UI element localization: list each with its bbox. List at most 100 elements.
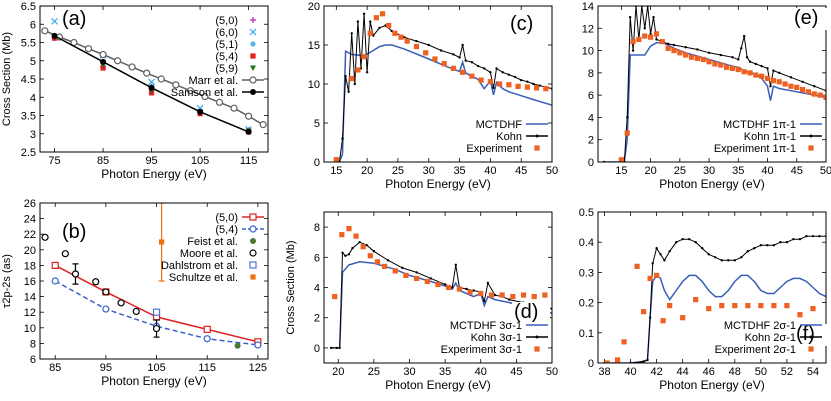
x-tick-label: 48: [729, 366, 741, 378]
data-point: [392, 268, 398, 274]
data-point: [778, 71, 781, 75]
data-point: [365, 244, 368, 247]
data-point: [655, 247, 658, 250]
legend-marker: [809, 134, 813, 138]
data-point: [476, 64, 480, 68]
data-point: [143, 69, 151, 77]
data-point: [51, 261, 59, 269]
data-point: [745, 56, 749, 59]
data-point: [435, 281, 441, 288]
series-e-2: [618, 31, 826, 162]
series-c-2: [333, 11, 549, 162]
data-point: [346, 226, 352, 232]
y-tick-label: 5: [30, 56, 36, 68]
data-point: [667, 303, 673, 309]
x-axis-label: Photon Energy (eV): [385, 177, 490, 191]
data-point: [51, 277, 59, 285]
data-point: [737, 58, 740, 61]
data-point: [152, 308, 161, 316]
data-point: [507, 73, 511, 76]
legend-marker: [250, 89, 256, 95]
data-point: [653, 31, 660, 37]
data-point: [460, 69, 466, 75]
x-tick-label: 40: [475, 366, 487, 378]
data-point: [634, 263, 640, 269]
data-point: [489, 71, 492, 74]
y-tick-label: 14: [24, 292, 36, 304]
x-tick-label: 15: [615, 165, 627, 177]
x-tick-label: 38: [598, 366, 610, 378]
data-point: [472, 289, 475, 292]
series-line: [603, 42, 826, 162]
data-point: [542, 292, 548, 298]
data-point: [724, 64, 730, 70]
data-point: [674, 241, 678, 244]
series-a-6: [51, 32, 252, 135]
panel-label-bg: [512, 302, 550, 324]
data-point: [654, 272, 660, 279]
data-point: [92, 278, 100, 286]
x-tick-label: 15: [330, 165, 342, 177]
legend-label: MCTDHF 1π-1: [723, 119, 796, 131]
chart-b: 85 95 105 115 125 6 8 10 12 14 16 18 20 22 24 26 (b) Phot…: [1, 198, 269, 388]
data-point: [747, 70, 753, 76]
series-line: [604, 274, 826, 363]
data-point: [646, 358, 649, 362]
series-d-2: [332, 226, 548, 300]
data-point: [356, 20, 360, 23]
data-point: [681, 237, 684, 241]
data-point: [621, 339, 627, 345]
legend-marker: [808, 145, 814, 151]
data-point: [680, 315, 686, 321]
data-point: [506, 82, 512, 88]
legend-label: Kohn 3σ-1: [471, 332, 522, 344]
data-point: [413, 43, 420, 50]
data-point: [203, 335, 211, 343]
data-point: [148, 84, 155, 91]
data-point: [700, 56, 706, 63]
panel-label: (b): [62, 221, 86, 243]
data-point: [794, 84, 800, 90]
data-point: [386, 22, 392, 29]
legend-marker: [535, 134, 539, 138]
data-point: [524, 84, 530, 90]
data-point: [497, 81, 503, 87]
data-point: [186, 87, 194, 95]
legend-label: Experiment 2σ-1: [715, 344, 796, 356]
data-point: [401, 266, 404, 270]
data-point: [643, 27, 646, 30]
chart-c: 15 20 25 30 35 40 45 50 0 5 10 15 20 (c) Photon Energy…: [308, 1, 558, 191]
data-point: [403, 272, 409, 279]
data-point: [735, 66, 741, 73]
data-point: [203, 325, 211, 333]
x-tick-label: 75: [48, 155, 60, 167]
data-point: [805, 89, 812, 95]
data-point: [461, 43, 464, 47]
x-axis-label: Photon Energy (eV): [101, 167, 206, 181]
legend-label: (5,0): [215, 212, 238, 224]
series-f-1: [603, 234, 826, 363]
data-point: [701, 247, 704, 250]
legend-label: MCTDHF: [476, 119, 523, 131]
data-point: [771, 303, 777, 309]
data-point: [347, 90, 350, 94]
data-point: [365, 71, 369, 74]
y-tick-label: 20: [24, 245, 36, 257]
data-point: [432, 56, 438, 62]
x-tick-label: 115: [198, 362, 216, 374]
data-point: [386, 259, 390, 262]
data-point: [429, 277, 433, 280]
data-point: [628, 15, 632, 19]
panel-label-bg: [60, 222, 98, 244]
data-point: [456, 286, 462, 292]
y-tick-label: 22: [24, 229, 36, 241]
data-point: [234, 342, 241, 349]
data-point: [754, 62, 758, 66]
data-point: [172, 81, 180, 89]
data-point: [651, 262, 654, 265]
y-tick-label: 0: [314, 343, 320, 355]
data-point: [452, 53, 455, 56]
legend-label: Moore et al.: [180, 248, 238, 260]
data-point: [515, 83, 521, 89]
